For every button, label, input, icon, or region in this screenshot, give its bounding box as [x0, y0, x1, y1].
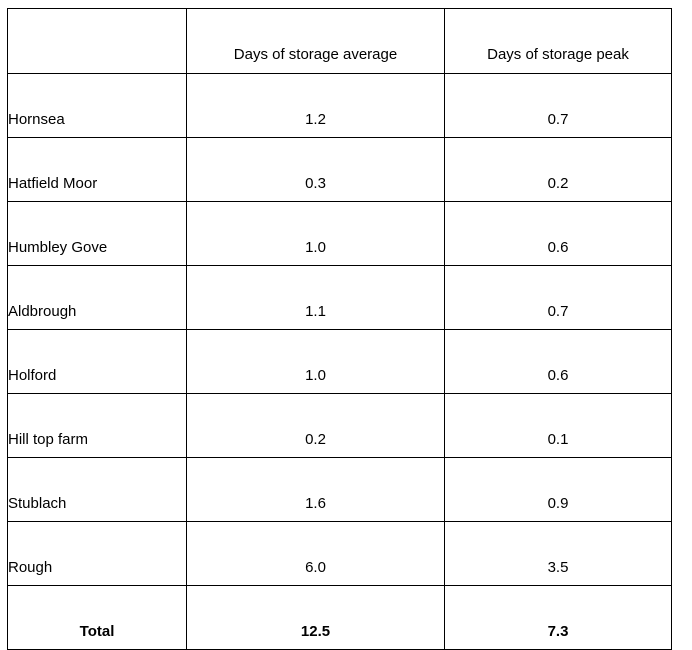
average-value-cell: 1.0 — [186, 329, 445, 394]
row-label-cell: Humbley Gove — [7, 201, 187, 266]
total-row: Total 12.5 7.3 — [7, 585, 672, 650]
table-row: Hatfield Moor 0.3 0.2 — [7, 137, 672, 202]
table-row: Hornsea 1.2 0.7 — [7, 73, 672, 138]
table-row: Rough 6.0 3.5 — [7, 521, 672, 586]
table-row: Holford 1.0 0.6 — [7, 329, 672, 394]
average-value-cell: 0.2 — [186, 393, 445, 458]
peak-value-cell: 0.7 — [444, 73, 672, 138]
peak-value-cell: 0.2 — [444, 137, 672, 202]
row-label-cell: Hornsea — [7, 73, 187, 138]
row-label-cell: Rough — [7, 521, 187, 586]
average-value-cell: 1.0 — [186, 201, 445, 266]
total-peak-cell: 7.3 — [444, 585, 672, 650]
header-peak-cell: Days of storage peak — [444, 8, 672, 74]
row-label-cell: Stublach — [7, 457, 187, 522]
peak-value-cell: 0.7 — [444, 265, 672, 330]
total-average-cell: 12.5 — [186, 585, 445, 650]
row-label-cell: Holford — [7, 329, 187, 394]
row-label-cell: Hill top farm — [7, 393, 187, 458]
average-value-cell: 1.1 — [186, 265, 445, 330]
average-value-cell: 1.6 — [186, 457, 445, 522]
average-value-cell: 1.2 — [186, 73, 445, 138]
storage-table-container: Days of storage average Days of storage … — [7, 8, 672, 650]
peak-value-cell: 0.1 — [444, 393, 672, 458]
header-average-cell: Days of storage average — [186, 8, 445, 74]
header-row: Days of storage average Days of storage … — [7, 8, 672, 74]
peak-value-cell: 0.9 — [444, 457, 672, 522]
storage-days-table: Days of storage average Days of storage … — [7, 8, 672, 650]
row-label-cell: Aldbrough — [7, 265, 187, 330]
table-row: Aldbrough 1.1 0.7 — [7, 265, 672, 330]
table-row: Hill top farm 0.2 0.1 — [7, 393, 672, 458]
peak-value-cell: 0.6 — [444, 329, 672, 394]
table-row: Humbley Gove 1.0 0.6 — [7, 201, 672, 266]
peak-value-cell: 0.6 — [444, 201, 672, 266]
average-value-cell: 6.0 — [186, 521, 445, 586]
header-empty-cell — [7, 8, 187, 74]
table-row: Stublach 1.6 0.9 — [7, 457, 672, 522]
row-label-cell: Hatfield Moor — [7, 137, 187, 202]
total-label-cell: Total — [7, 585, 187, 650]
average-value-cell: 0.3 — [186, 137, 445, 202]
